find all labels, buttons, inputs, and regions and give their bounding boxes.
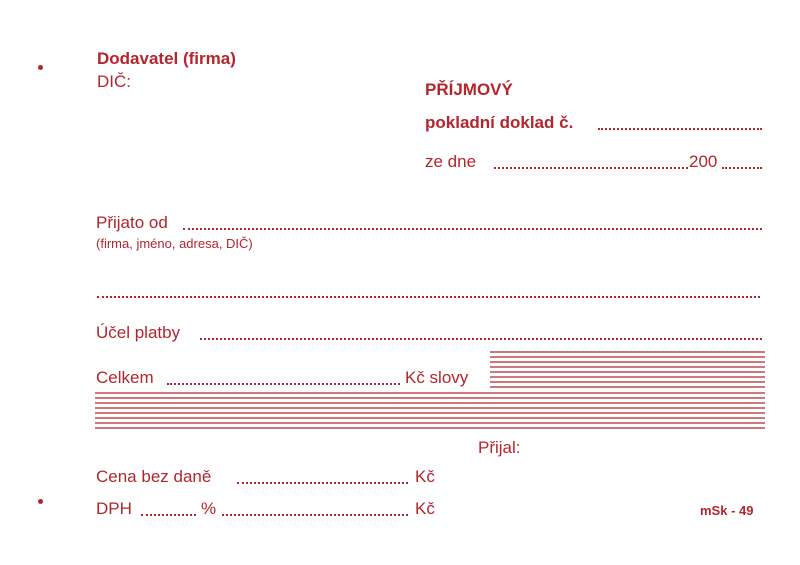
words-lines [490, 351, 765, 388]
tax-id-label: DIČ: [97, 72, 131, 91]
received-from-label: Přijato od [96, 213, 168, 232]
vat-currency: Kč [415, 499, 435, 518]
fill-line [222, 500, 408, 516]
fill-line [598, 114, 762, 130]
fill-line [97, 282, 760, 298]
punch-mark [38, 65, 43, 70]
net-price-label: Cena bez daně [96, 467, 212, 486]
fill-line [141, 500, 196, 516]
fill-line [183, 214, 762, 230]
purpose-label: Účel platby [96, 323, 181, 342]
full-lines [95, 392, 765, 429]
date-label: ze dne [425, 152, 477, 171]
receipt-title: PŘÍJMOVÝ [425, 80, 513, 99]
number-label: pokladní doklad č. [425, 113, 574, 132]
supplier-label: Dodavatel (firma) [97, 49, 236, 68]
punch-mark [38, 499, 43, 504]
fill-line [494, 153, 688, 169]
fill-line [237, 468, 408, 484]
fill-line [167, 369, 400, 385]
total-label: Celkem [96, 368, 154, 387]
words-label: Kč slovy [405, 368, 469, 387]
fill-line [200, 324, 762, 340]
form-code: mSk - 49 [700, 503, 754, 518]
vat-percent: % [201, 499, 217, 518]
year-prefix: 200 [689, 152, 718, 171]
net-price-currency: Kč [415, 467, 435, 486]
vat-label: DPH [96, 499, 132, 518]
received-by-label: Přijal: [478, 438, 521, 457]
received-from-hint: (firma, jméno, adresa, DIČ) [96, 236, 253, 251]
fill-line [722, 153, 762, 169]
